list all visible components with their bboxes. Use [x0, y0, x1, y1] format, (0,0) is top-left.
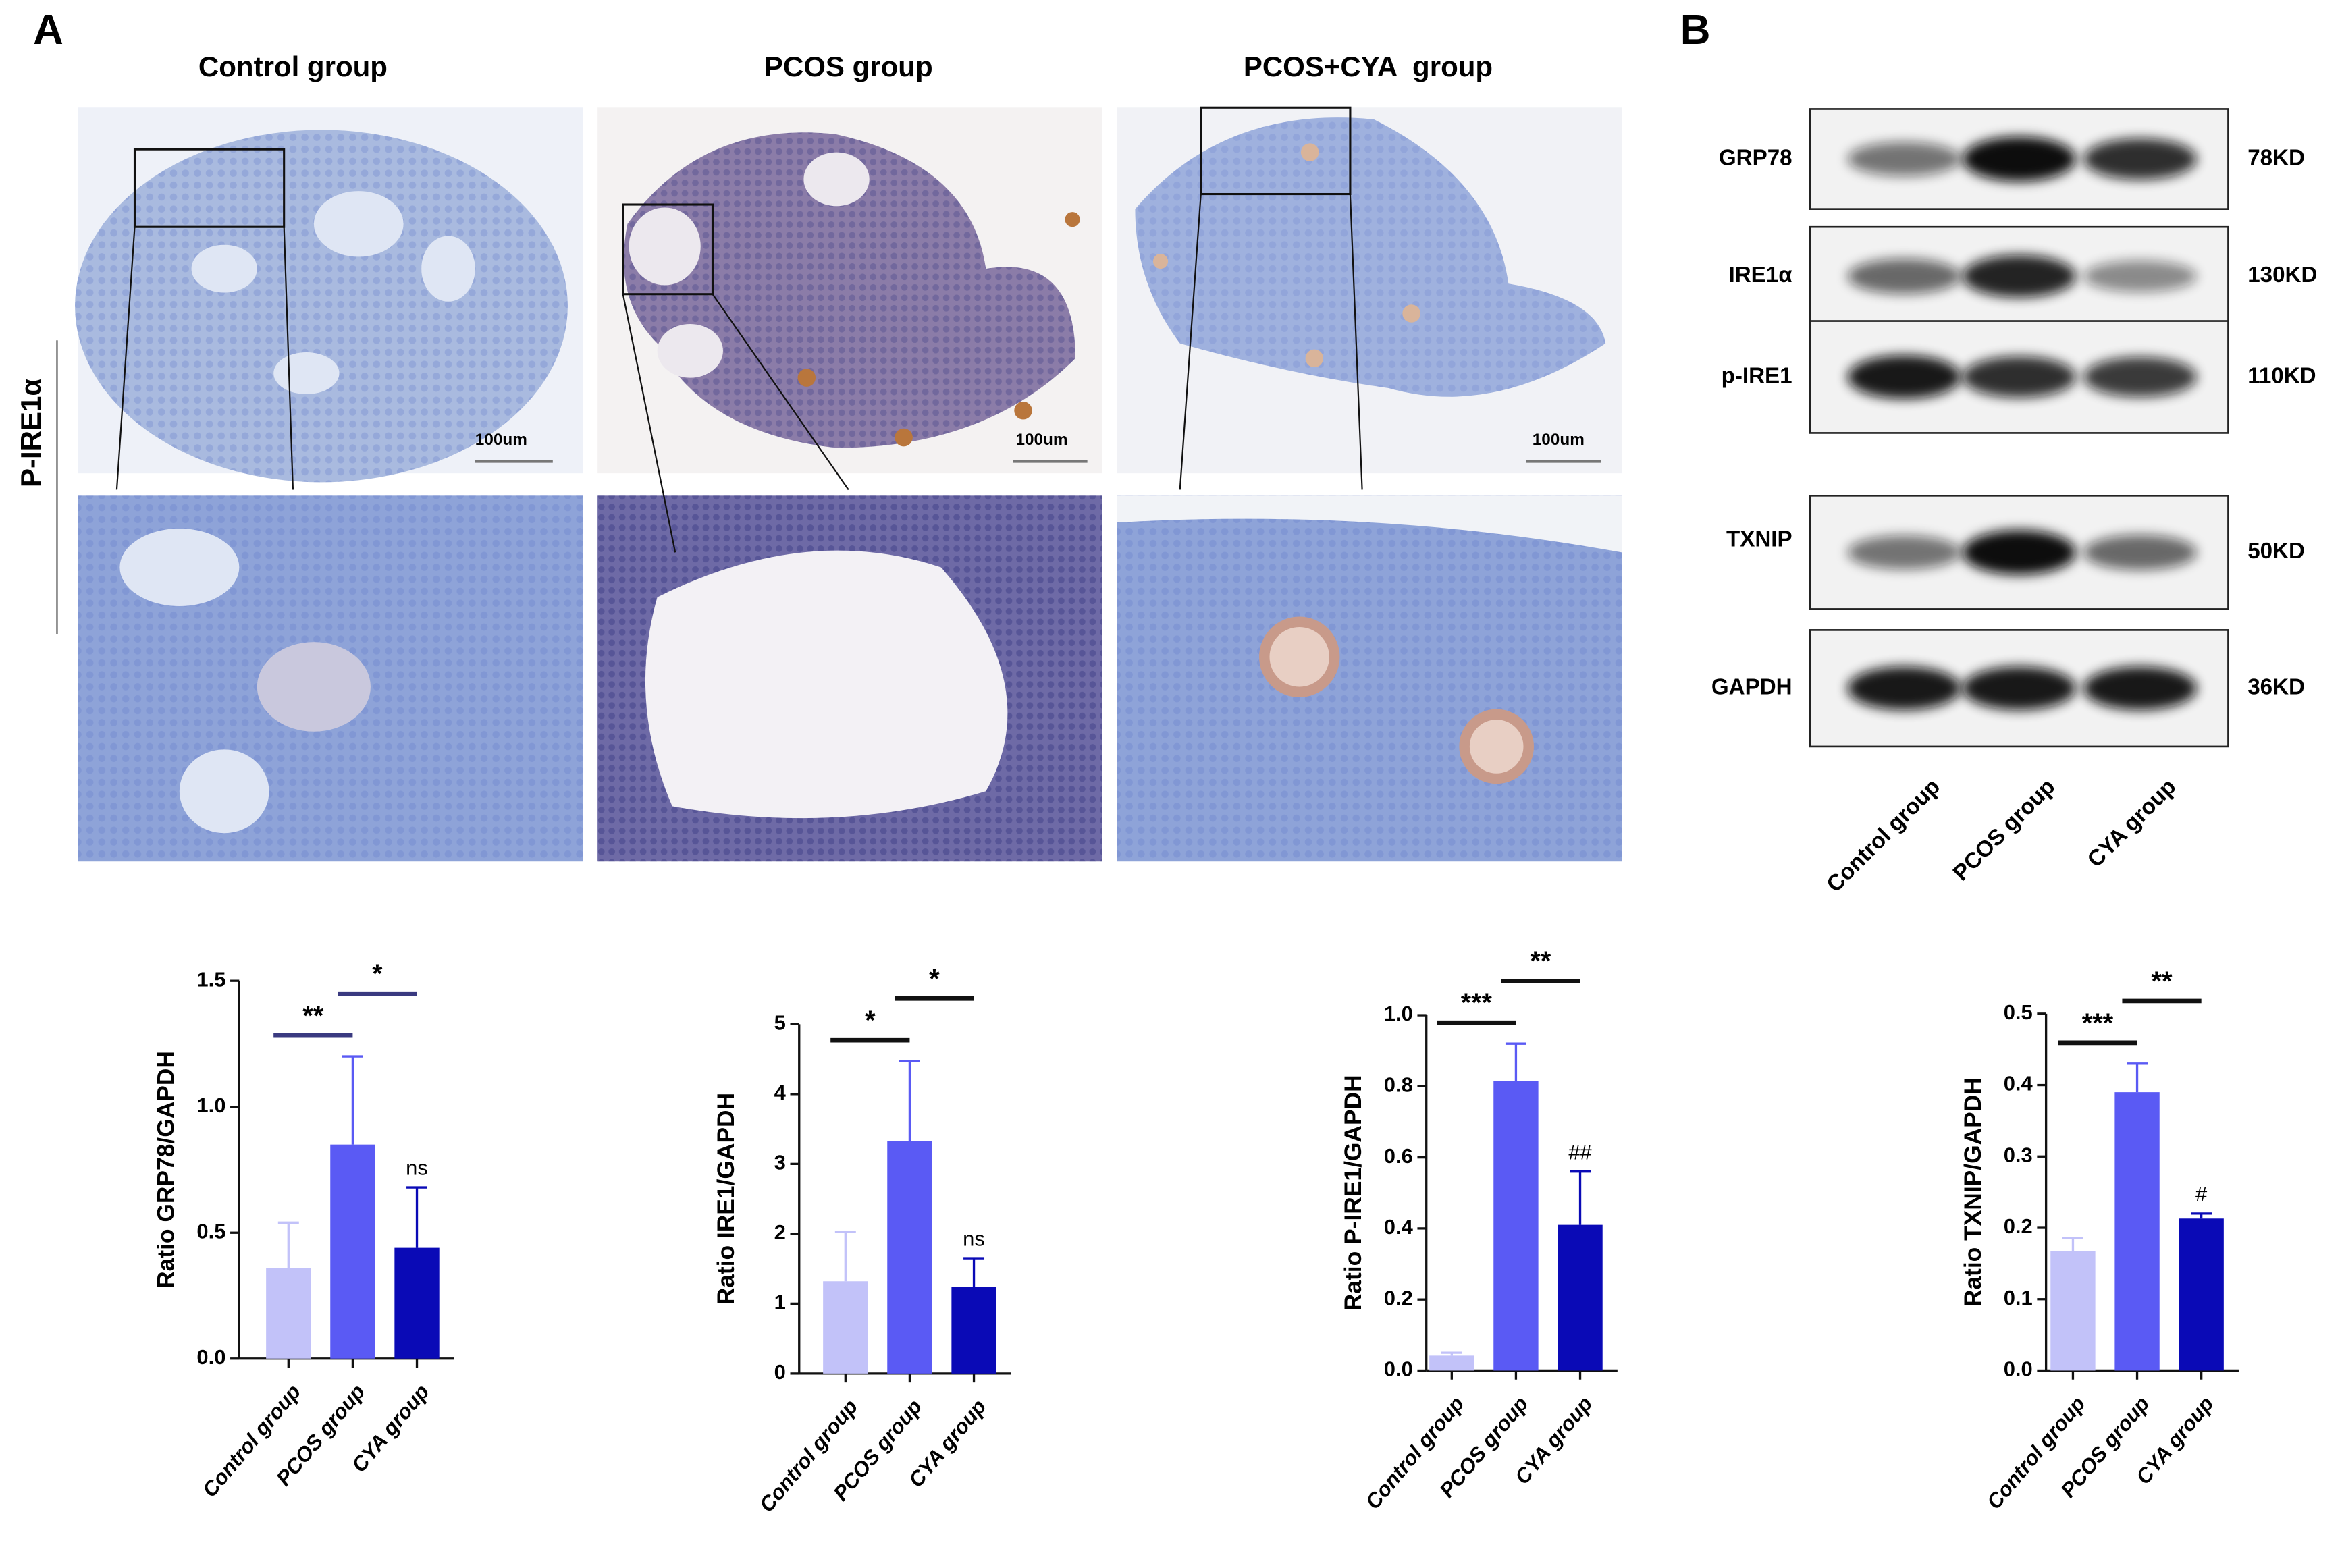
y-tick-label: 2	[774, 1220, 786, 1244]
error-bar	[1441, 1351, 1462, 1356]
y-axis-title: Ratio TXNIP/GAPDH	[1960, 1077, 1986, 1307]
y-tick-label: 1.0	[196, 1093, 225, 1117]
scale-bar-label: 100um	[1015, 431, 1067, 449]
column-title: PCOS group	[764, 51, 933, 82]
blot-band	[1962, 666, 2076, 710]
significance-label: ***	[1461, 988, 1493, 1018]
bar	[1429, 1355, 1474, 1371]
bar	[394, 1247, 440, 1359]
blot-band	[1847, 259, 1961, 294]
column-title: PCOS+CYA group	[1244, 51, 1493, 82]
protein-label: p-IRE1	[1722, 363, 1792, 388]
error-bar	[2127, 1062, 2148, 1093]
bar	[330, 1144, 375, 1359]
y-tick-label: 0.2	[1384, 1286, 1413, 1309]
y-tick-label: 0.0	[2004, 1357, 2033, 1381]
blot-band	[1962, 136, 2076, 182]
panel-label: A	[33, 7, 63, 53]
significance-label: ***	[2082, 1008, 2114, 1038]
bar	[823, 1281, 868, 1374]
error-bar	[834, 1231, 856, 1282]
blot-band	[1962, 530, 2076, 575]
blot-band	[2083, 535, 2198, 570]
error-bar	[1505, 1042, 1526, 1081]
blot-band	[1847, 535, 1961, 570]
y-axis-title: Ratio IRE1/GAPDH	[713, 1093, 739, 1305]
bar	[266, 1268, 311, 1359]
y-tick-label: 0.3	[2004, 1143, 2033, 1166]
significance-label: *	[372, 959, 383, 989]
error-bar	[2191, 1212, 2212, 1219]
y-tick-label: 0.5	[2004, 1000, 2033, 1024]
y-tick-label: 0.0	[1384, 1357, 1413, 1381]
blot-band	[2083, 666, 2198, 710]
bar	[887, 1141, 932, 1374]
size-label: 36KD	[2247, 674, 2305, 699]
row-label: P-IRE1α	[15, 379, 47, 487]
y-tick-label: 0.1	[2004, 1286, 2033, 1309]
significance-label: ns	[963, 1227, 985, 1251]
bar	[2050, 1251, 2096, 1371]
y-tick-label: 1.5	[196, 967, 225, 991]
bar	[1558, 1224, 1603, 1371]
protein-label: TXNIP	[1726, 526, 1792, 551]
error-bar	[1570, 1170, 1591, 1225]
significance-label: **	[2152, 967, 2173, 996]
y-tick-label: 0.2	[2004, 1214, 2033, 1238]
y-tick-label: 0.4	[2004, 1072, 2033, 1096]
significance-label: *	[929, 964, 940, 994]
protein-label: GRP78	[1719, 145, 1792, 170]
blot-band	[1962, 356, 2076, 398]
panel-label: B	[1680, 7, 1711, 53]
error-bar	[277, 1221, 299, 1268]
y-tick-label: 5	[774, 1010, 786, 1034]
scale-bar-label: 100um	[475, 431, 527, 449]
size-label: 50KD	[2247, 539, 2305, 564]
micrographs	[75, 106, 1622, 862]
size-label: 78KD	[2247, 145, 2305, 170]
blot-band	[1962, 254, 2076, 298]
y-tick-label: 0.8	[1384, 1073, 1413, 1097]
significance-label: #	[2195, 1182, 2208, 1206]
blot-band	[1847, 355, 1961, 399]
error-bar	[2062, 1237, 2083, 1251]
protein-label: IRE1α	[1729, 263, 1793, 288]
size-label: 130KD	[2247, 263, 2317, 288]
y-tick-label: 0.0	[196, 1345, 225, 1369]
column-title: Control group	[198, 51, 388, 82]
significance-label: **	[302, 1001, 323, 1031]
y-tick-label: 1	[774, 1291, 786, 1314]
error-bar	[406, 1186, 428, 1248]
blot-band	[1847, 666, 1961, 710]
blot-band	[2083, 356, 2198, 398]
y-tick-label: 4	[774, 1081, 787, 1104]
bar	[1493, 1081, 1539, 1371]
y-tick-label: 0	[774, 1360, 786, 1384]
significance-label: **	[1530, 946, 1551, 976]
y-tick-label: 0.4	[1384, 1215, 1414, 1239]
bar	[951, 1287, 996, 1374]
significance-label: ##	[1568, 1140, 1592, 1164]
protein-label: GAPDH	[1711, 674, 1792, 699]
bar	[2179, 1218, 2224, 1371]
y-axis-title: Ratio P-IRE1/GAPDH	[1340, 1075, 1366, 1311]
bar	[2114, 1092, 2160, 1371]
y-axis-title: Ratio GRP78/GAPDH	[153, 1051, 179, 1289]
scale-bar-label: 100um	[1533, 431, 1585, 449]
significance-label: *	[865, 1006, 876, 1035]
y-tick-label: 1.0	[1384, 1002, 1413, 1025]
error-bar	[899, 1060, 920, 1141]
error-bar	[342, 1055, 363, 1145]
error-bar	[963, 1257, 985, 1287]
blot-band	[1847, 142, 1961, 176]
y-tick-label: 3	[774, 1151, 786, 1174]
significance-label: ns	[406, 1156, 428, 1180]
y-tick-label: 0.5	[196, 1219, 225, 1243]
y-tick-label: 0.6	[1384, 1144, 1413, 1168]
blot-band	[2083, 138, 2198, 180]
size-label: 110KD	[2247, 363, 2316, 388]
blot-band	[2083, 260, 2198, 292]
